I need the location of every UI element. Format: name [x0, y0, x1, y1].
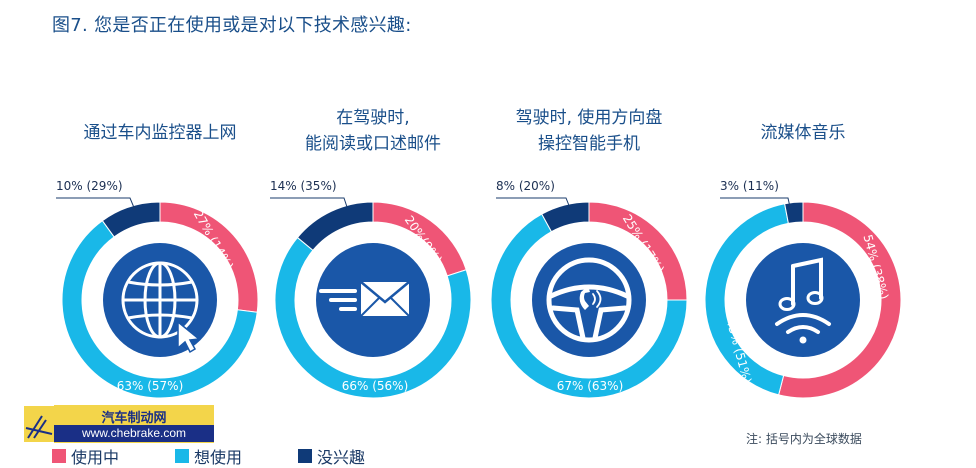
panel-title-2-line-1: 在驾驶时, — [336, 108, 410, 128]
data-label-no-interest: 10% (29%) — [56, 179, 123, 193]
page-title: 图7. 您是否正在使用或是对以下技术感兴趣: — [52, 15, 412, 36]
call-waves — [592, 290, 602, 308]
watermark-line1: 汽车制动网 — [101, 411, 167, 426]
phone-handset — [579, 286, 590, 310]
leader-line-no-interest — [496, 197, 571, 209]
data-label-no-interest: 3% (11%) — [720, 179, 779, 193]
leader-line-no-interest — [270, 197, 348, 208]
legend-item-no-interest: 没兴趣 — [298, 444, 365, 468]
leader-line-no-interest — [56, 197, 136, 211]
note-head-right — [806, 291, 824, 305]
legend-swatch-want — [175, 449, 190, 463]
slice-want — [274, 236, 472, 399]
legend-item-using: 使用中 — [52, 444, 119, 468]
slice-no-interest — [296, 201, 374, 251]
slice-no-interest — [784, 201, 804, 224]
envelope-icon — [319, 280, 411, 317]
panel-title-3-line-1: 驾驶时, 使用方向盘 — [515, 108, 663, 128]
legend-item-want: 想使用 — [175, 444, 242, 468]
panel-title-3-line-2: 操控智能手机 — [538, 134, 640, 154]
note-stems — [791, 257, 823, 306]
legend-label-using: 使用中 — [71, 448, 120, 467]
globe-cursor-icon — [121, 261, 201, 354]
icon-background — [746, 243, 860, 357]
watermark: 汽车制动网 www.chebrake.com — [22, 404, 218, 446]
slice-using — [778, 201, 902, 399]
legend-swatch-no-interest — [298, 449, 313, 463]
slice-want — [61, 220, 258, 399]
donut-chart-2: 20%(9%)66% (56%)14% (35%) — [270, 179, 472, 399]
data-label-no-interest: 14% (35%) — [270, 179, 337, 193]
panel-title-2-line-2: 能阅读或口述邮件 — [305, 134, 441, 154]
music-note-wifi-icon — [775, 257, 831, 344]
footnote: 注: 括号内为全球数据 — [746, 432, 862, 446]
wheel-top-spoke — [548, 284, 630, 299]
legend-label-want: 想使用 — [194, 448, 243, 467]
leader-line-no-interest — [720, 197, 791, 208]
watermark-banner: 汽车制动网 www.chebrake.com — [54, 405, 214, 443]
legend-label-no-interest: 没兴趣 — [317, 448, 366, 467]
donut-chart-1: 27% (14%)63% (57%)10% (29%) — [56, 179, 259, 399]
envelope-folds — [360, 297, 410, 317]
data-label-want: 67% (63%) — [557, 379, 624, 393]
data-label-no-interest: 8% (20%) — [496, 179, 555, 193]
donut-chart-4: 54% (38%)43% (51%)3% (11%) — [704, 179, 902, 399]
slice-no-interest — [541, 201, 590, 233]
wheel-rim — [546, 257, 632, 343]
data-label-want: 63% (57%) — [117, 379, 184, 393]
panel-title-4-line-1: 流媒体音乐 — [760, 123, 846, 143]
legend-swatch-using — [52, 449, 66, 463]
envelope-flap — [359, 280, 411, 304]
panel-title-1-line-1: 通过车内监控器上网 — [83, 123, 237, 143]
wifi-arc-outer — [775, 313, 831, 326]
legend: 使用中 想使用 没兴趣 — [52, 444, 421, 468]
wifi-dot — [799, 336, 807, 344]
watermark-line2: www.chebrake.com — [54, 425, 214, 442]
wheel-spokes — [550, 305, 628, 341]
globe-latitudes — [126, 280, 194, 320]
data-label-want: 66% (56%) — [342, 379, 409, 393]
wifi-arc-inner — [786, 325, 820, 334]
slice-no-interest — [101, 201, 161, 238]
cursor-arrow — [177, 320, 201, 354]
donut-chart-3: 25% (17%)67% (63%)8% (20%) — [490, 179, 688, 399]
slice-want — [490, 213, 688, 399]
note-head-left — [778, 297, 796, 311]
steering-wheel-phone-icon — [546, 257, 632, 343]
